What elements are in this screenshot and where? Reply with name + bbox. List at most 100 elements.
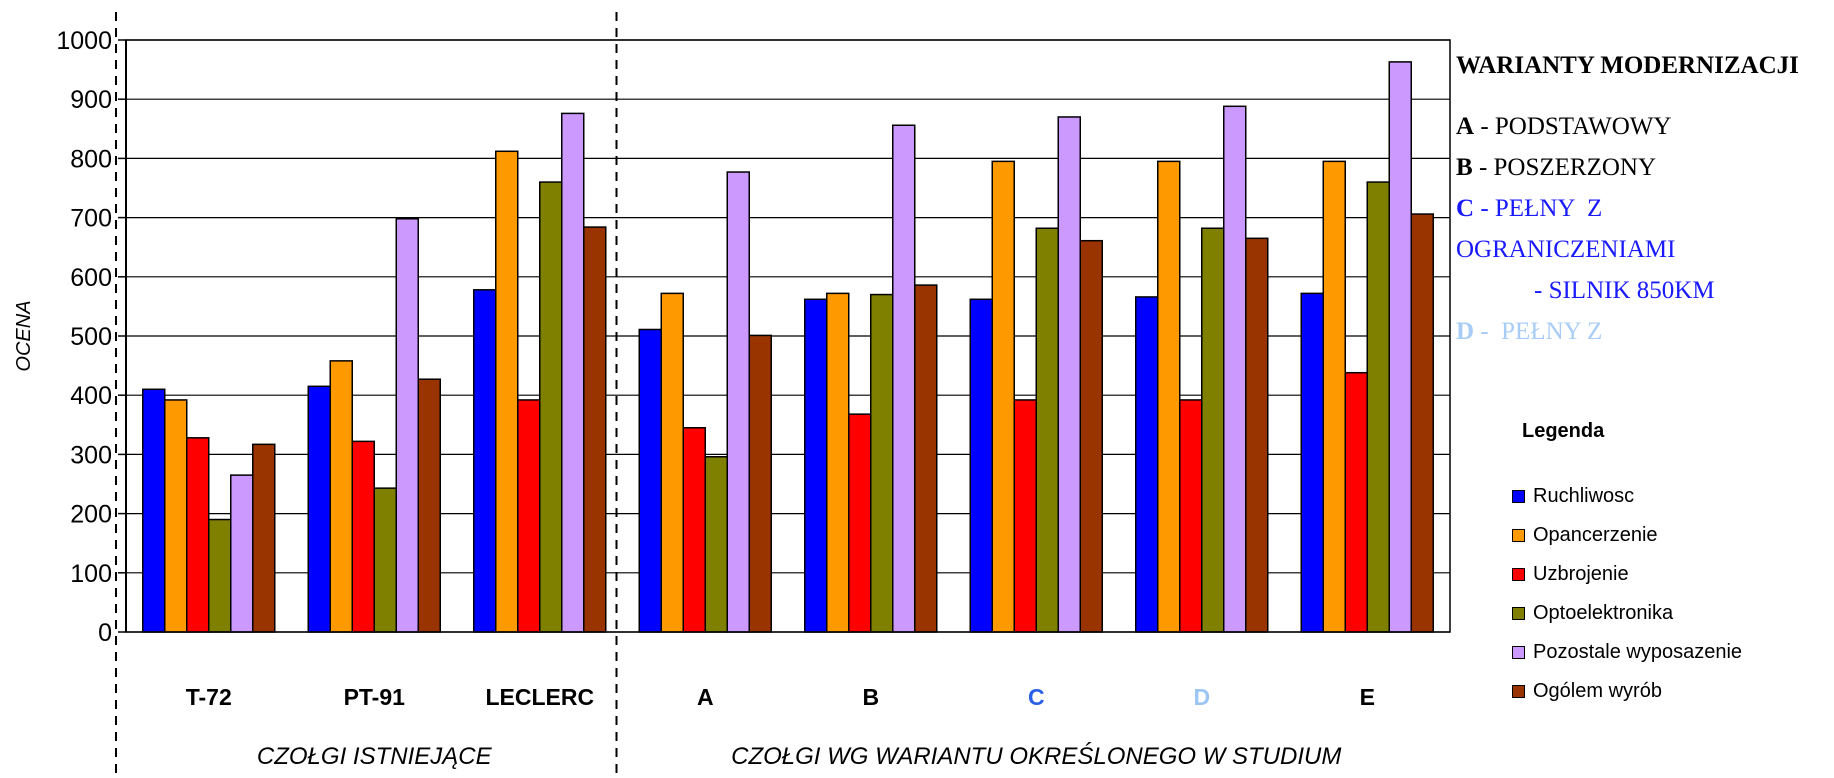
- bar-pozostale-wyposazenie-0: [230, 474, 254, 633]
- variant-letter: A: [1456, 113, 1475, 140]
- category-label: C: [1028, 684, 1045, 710]
- legend-label: Uzbrojenie: [1533, 563, 1629, 585]
- variant-line: C - PEŁNY Z: [1456, 188, 1834, 229]
- bar-optoelektronika-4: [870, 293, 894, 633]
- variant-text: - SILNIK 850KM: [1534, 277, 1715, 304]
- y-tick-label: 500: [70, 323, 112, 351]
- bar-pozostale-wyposazenie-3: [726, 171, 750, 633]
- y-tick-label: 700: [70, 205, 112, 233]
- y-tick-label: 800: [70, 145, 112, 173]
- bar-ruchliwosc-2: [473, 289, 497, 633]
- y-tick-label: 400: [70, 382, 112, 410]
- bar-opancerzenie-4: [826, 292, 850, 633]
- bar-pozostale-wyposazenie-1: [395, 218, 419, 633]
- bar-uzbrojenie-1: [351, 440, 375, 633]
- bar-opancerzenie-3: [660, 292, 684, 633]
- category-label: T-72: [186, 684, 232, 710]
- variant-line: D - PEŁNY Z: [1456, 311, 1834, 352]
- bar-optoelektronika-5: [1035, 227, 1059, 633]
- variant-line: B - POSZERZONY: [1456, 147, 1834, 188]
- variants-title: WARIANTY MODERNIZACJI: [1456, 52, 1799, 79]
- category-label: D: [1193, 684, 1210, 710]
- legend-title: Legenda: [1522, 420, 1605, 442]
- bar-og-lem-wyr-b-5: [1079, 239, 1103, 633]
- group-label: CZOŁGI WG WARIANTU OKREŚLONEGO W STUDIUM: [731, 742, 1341, 770]
- bar-og-lem-wyr-b-3: [748, 334, 772, 633]
- legend-item: Opancerzenie: [1512, 516, 1742, 555]
- bar-opancerzenie-5: [991, 160, 1015, 633]
- legend-items: Ruchliwosc Opancerzenie Uzbrojenie Optoelek…: [1512, 477, 1742, 711]
- legend-swatch: [1512, 529, 1525, 542]
- bar-uzbrojenie-7: [1344, 371, 1368, 633]
- bar-ruchliwosc-1: [307, 385, 331, 633]
- legend-swatch: [1512, 685, 1525, 698]
- bar-og-lem-wyr-b-1: [417, 378, 441, 633]
- bar-ruchliwosc-7: [1300, 292, 1324, 633]
- legend-item: Ogólem wyrób: [1512, 672, 1742, 711]
- bar-uzbrojenie-2: [517, 399, 541, 633]
- y-tick-label: 1000: [56, 27, 112, 55]
- category-label: A: [697, 684, 714, 710]
- variant-text: - PEŁNY Z: [1474, 318, 1603, 345]
- bar-ruchliwosc-3: [638, 328, 662, 633]
- bar-pozostale-wyposazenie-4: [892, 124, 916, 633]
- variant-text: OGRANICZENIAMI: [1456, 236, 1676, 263]
- bar-og-lem-wyr-b-7: [1410, 213, 1434, 633]
- bar-opancerzenie-7: [1322, 160, 1346, 633]
- bar-uzbrojenie-3: [682, 427, 706, 633]
- bar-pozostale-wyposazenie-6: [1223, 105, 1247, 633]
- legend: Legenda Ruchliwosc Opancerzenie Uzbrojenie…: [1512, 420, 1742, 711]
- group-label: CZOŁGI ISTNIEJĄCE: [257, 743, 493, 770]
- bar-opancerzenie-2: [495, 150, 519, 633]
- bar-pozostale-wyposazenie-5: [1057, 116, 1081, 633]
- variant-line: OGRANICZENIAMI: [1456, 229, 1834, 270]
- legend-swatch: [1512, 607, 1525, 620]
- y-axis-label: OCENA: [13, 300, 35, 371]
- bar-optoelektronika-2: [539, 181, 563, 633]
- variant-text: - PODSTAWOWY: [1474, 113, 1672, 140]
- y-tick-label: 900: [70, 86, 112, 114]
- bar-optoelektronika-7: [1366, 181, 1390, 633]
- bar-uzbrojenie-4: [848, 413, 872, 633]
- variant-text: - PEŁNY Z: [1474, 195, 1603, 222]
- legend-item: Optoelektronika: [1512, 594, 1742, 633]
- bar-optoelektronika-0: [208, 518, 232, 633]
- variant-letter: D: [1456, 318, 1475, 345]
- y-tick-label: 100: [70, 560, 112, 588]
- variant-letter: C: [1456, 195, 1475, 222]
- legend-item: Uzbrojenie: [1512, 555, 1742, 594]
- y-tick-label: 0: [98, 619, 112, 647]
- bar-og-lem-wyr-b-2: [583, 226, 607, 633]
- category-label: PT-91: [344, 684, 406, 710]
- legend-swatch: [1512, 646, 1525, 659]
- bar-og-lem-wyr-b-4: [914, 284, 938, 633]
- bar-og-lem-wyr-b-6: [1245, 237, 1269, 633]
- bar-ruchliwosc-6: [1135, 296, 1159, 633]
- legend-swatch: [1512, 568, 1525, 581]
- bar-og-lem-wyr-b-0: [252, 443, 276, 633]
- bar-pozostale-wyposazenie-7: [1388, 61, 1412, 633]
- y-tick-label: 600: [70, 264, 112, 292]
- bar-ruchliwosc-5: [969, 298, 993, 633]
- bar-optoelektronika-3: [704, 456, 728, 633]
- legend-label: Ogólem wyrób: [1533, 680, 1662, 702]
- legend-label: Pozostale wyposazenie: [1533, 641, 1743, 663]
- variant-text: - POSZERZONY: [1472, 154, 1657, 181]
- bar-uzbrojenie-6: [1179, 399, 1203, 633]
- bar-ruchliwosc-4: [804, 298, 828, 633]
- bar-optoelektronika-6: [1201, 227, 1225, 633]
- legend-item: Pozostale wyposazenie: [1512, 633, 1742, 672]
- y-tick-label: 200: [70, 501, 112, 529]
- bar-opancerzenie-6: [1157, 160, 1181, 633]
- category-label: E: [1360, 684, 1375, 710]
- variant-letter: B: [1456, 154, 1473, 181]
- bar-opancerzenie-1: [329, 360, 353, 633]
- bar-uzbrojenie-5: [1013, 399, 1037, 633]
- category-label: B: [862, 684, 879, 710]
- variant-line: A - PODSTAWOWY: [1456, 106, 1834, 147]
- legend-item: Ruchliwosc: [1512, 477, 1742, 516]
- variant-line: - SILNIK 850KM: [1456, 270, 1834, 311]
- bar-pozostale-wyposazenie-2: [561, 112, 585, 633]
